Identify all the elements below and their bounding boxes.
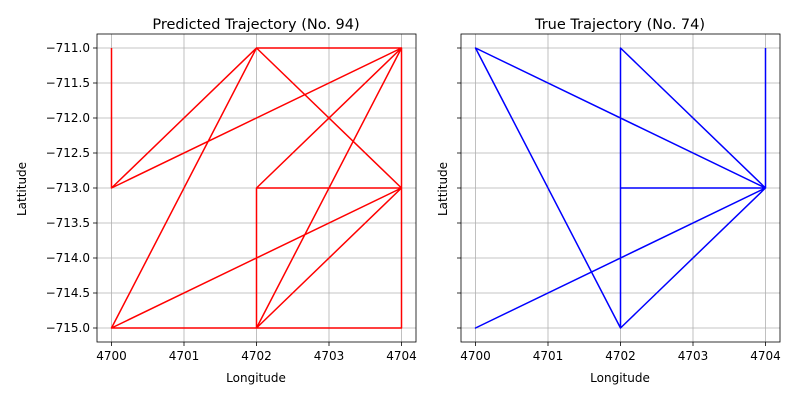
x-tick-label: 4702 [605, 349, 636, 363]
y-tick-label: −714.5 [46, 286, 90, 300]
x-tick-label: 4703 [314, 349, 345, 363]
y-tick-label: −712.0 [46, 111, 90, 125]
predicted-panel-title: Predicted Trajectory (No. 94) [152, 17, 359, 33]
x-tick-label: 4700 [460, 349, 491, 363]
y-tick-label: −711.0 [46, 41, 90, 55]
predicted-trajectory-panel: Predicted Trajectory (No. 94) Longitude … [15, 17, 417, 385]
trajectory-line [110, 47, 403, 329]
x-tick-label: 4703 [678, 349, 709, 363]
x-tick-label: 4701 [533, 349, 564, 363]
predicted-x-axis-label: Longitude [226, 371, 286, 385]
y-tick-label: −712.5 [46, 146, 90, 160]
x-tick-label: 4704 [750, 349, 781, 363]
true-panel-title: True Trajectory (No. 74) [534, 17, 705, 33]
true-x-axis-label: Longitude [590, 371, 650, 385]
x-tick-label: 4700 [96, 349, 127, 363]
y-tick-label: −715.0 [46, 321, 90, 335]
x-tick-label: 4701 [169, 349, 200, 363]
true-y-axis-label: Lattitude [436, 162, 450, 216]
y-tick-label: −711.5 [46, 76, 90, 90]
predicted-y-axis-label: Lattitude [15, 162, 29, 216]
y-tick-label: −714.0 [46, 251, 90, 265]
x-tick-label: 4702 [241, 349, 272, 363]
y-tick-label: −713.0 [46, 181, 90, 195]
trajectory-line [474, 47, 767, 329]
y-tick-label: −713.5 [46, 216, 90, 230]
x-tick-label: 4704 [386, 349, 417, 363]
true-trajectory-panel: True Trajectory (No. 74) Longitude Latti… [436, 17, 781, 385]
